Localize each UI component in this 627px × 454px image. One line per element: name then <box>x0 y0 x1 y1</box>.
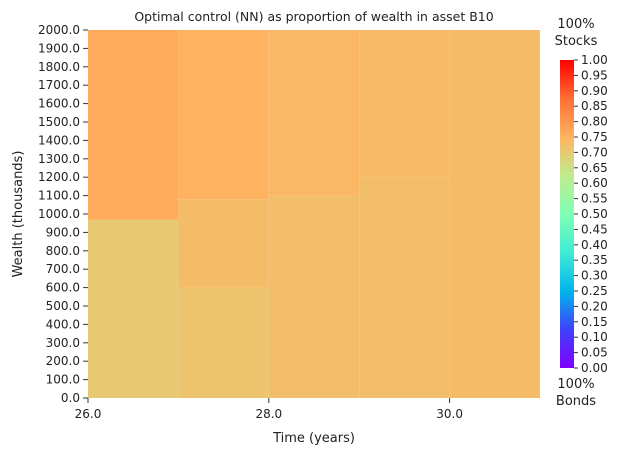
x-axis-label: Time (years) <box>272 431 355 446</box>
colorbar-tick-label: 0.45 <box>581 222 608 236</box>
colorbar-tick-label: 0.80 <box>581 115 608 129</box>
heatmap-cell <box>268 30 360 196</box>
colorbar-tick-label: 0.50 <box>581 207 608 221</box>
colorbar-top-label-line2: Stocks <box>555 34 598 49</box>
y-tick-label: 1400.0 <box>38 133 80 147</box>
colorbar-tick-label: 0.30 <box>581 269 608 283</box>
heatmap-cell <box>178 30 269 200</box>
y-tick-label: 0.0 <box>61 391 80 405</box>
y-tick-label: 1500.0 <box>38 115 80 129</box>
y-tick-label: 500.0 <box>46 299 80 313</box>
colorbar-tick-label: 0.00 <box>581 361 608 375</box>
colorbar-tick-label: 0.05 <box>581 346 608 360</box>
y-tick-label: 1000.0 <box>38 207 80 221</box>
y-tick-label: 1800.0 <box>38 60 80 74</box>
heatmap-cell <box>359 30 450 178</box>
colorbar-tick-label: 1.00 <box>581 53 608 67</box>
heatmap-cell <box>449 30 540 398</box>
y-tick-label: 900.0 <box>46 225 80 239</box>
colorbar-bottom-label-line1: 100% <box>557 377 594 392</box>
colorbar-tick-label: 0.10 <box>581 330 608 344</box>
colorbar-top-label-line1: 100% <box>557 17 594 32</box>
y-tick-label: 200.0 <box>46 354 80 368</box>
y-tick-label: 1100.0 <box>38 189 80 203</box>
colorbar-tick-label: 0.85 <box>581 99 608 113</box>
colorbar-ticks: 0.000.05 0.100.15 0.200.250.30 0.350.40 0.45… <box>574 53 608 375</box>
colorbar-tick-label: 0.90 <box>581 84 608 98</box>
y-axis-label: Wealth (thousands) <box>11 151 26 278</box>
chart-title: Optimal control (NN) as proportion of we… <box>134 9 493 24</box>
y-tick-label: 2000.0 <box>38 23 80 37</box>
y-tick-label: 600.0 <box>46 281 80 295</box>
heatmap-cell <box>178 287 269 398</box>
y-tick-label: 1600.0 <box>38 97 80 111</box>
heatmap-cell <box>178 199 269 288</box>
colorbar-tick-label: 0.65 <box>581 161 608 175</box>
y-tick-label: 800.0 <box>46 244 80 258</box>
x-tick-label: 30.0 <box>436 407 463 421</box>
heatmap-cell <box>268 195 360 398</box>
colorbar-tick-label: 0.60 <box>581 176 608 190</box>
heatmap-cells <box>88 30 540 398</box>
heatmap-cell <box>88 219 179 398</box>
colorbar-tick-label: 0.15 <box>581 315 608 329</box>
colorbar-tick-label: 0.35 <box>581 253 608 267</box>
y-tick-label: 1200.0 <box>38 170 80 184</box>
colorbar-tick-label: 0.25 <box>581 284 608 298</box>
colorbar-tick-label: 0.75 <box>581 130 608 144</box>
colorbar-tick-label: 0.40 <box>581 238 608 252</box>
heatmap-cell <box>359 177 450 398</box>
heatmap-cell <box>88 30 179 220</box>
colorbar-tick-label: 0.95 <box>581 68 608 82</box>
x-tick-label: 28.0 <box>255 407 282 421</box>
colorbar-tick-label: 0.70 <box>581 145 608 159</box>
y-tick-label: 700.0 <box>46 262 80 276</box>
colorbar <box>560 60 574 368</box>
x-axis: 26.0 28.0 30.0 <box>75 398 463 421</box>
colorbar-bottom-label-line2: Bonds <box>556 394 596 409</box>
colorbar-tick-label: 0.20 <box>581 299 608 313</box>
colorbar-tick-label: 0.55 <box>581 192 608 206</box>
y-tick-label: 100.0 <box>46 373 80 387</box>
y-tick-label: 400.0 <box>46 317 80 331</box>
y-tick-label: 1900.0 <box>38 41 80 55</box>
y-axis: 0.0 100.0 200.0 300.0 400.0 500.0 600.0 700.0 80… <box>38 23 88 405</box>
x-tick-label: 26.0 <box>75 407 102 421</box>
y-tick-label: 1300.0 <box>38 152 80 166</box>
y-tick-label: 300.0 <box>46 336 80 350</box>
y-tick-label: 1700.0 <box>38 78 80 92</box>
